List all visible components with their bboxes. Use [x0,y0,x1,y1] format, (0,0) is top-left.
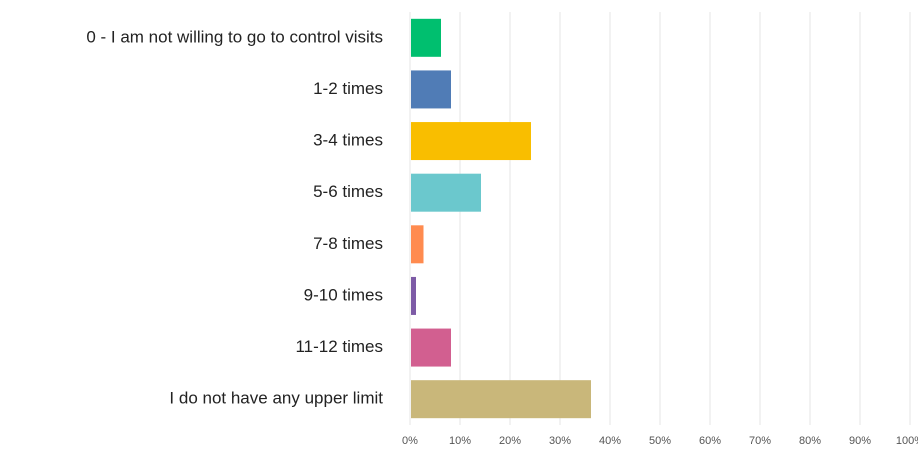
bar [411,276,416,315]
bar [411,328,451,367]
bar [411,18,441,57]
bar [411,225,424,264]
category-label: I do not have any upper limit [169,389,383,408]
x-tick-label: 10% [449,435,471,447]
x-tick-label: 90% [849,435,871,447]
x-tick-label: 100% [896,435,918,447]
x-tick-label: 0% [402,435,418,447]
category-label: 3-4 times [313,131,383,150]
category-label: 0 - I am not willing to go to control vi… [86,27,383,46]
category-label: 5-6 times [313,182,383,201]
x-tick-label: 80% [799,435,821,447]
x-tick-label: 60% [699,435,721,447]
x-tick-label: 30% [549,435,571,447]
bar [411,173,481,212]
bar [411,380,591,419]
category-label: 1-2 times [313,79,383,98]
bar [411,70,451,109]
category-label: 9-10 times [304,285,383,304]
x-tick-label: 50% [649,435,671,447]
category-label: 11-12 times [295,337,383,356]
bar [411,122,531,161]
category-label: 7-8 times [313,234,383,253]
x-tick-label: 40% [599,435,621,447]
x-tick-label: 70% [749,435,771,447]
x-tick-label: 20% [499,435,521,447]
